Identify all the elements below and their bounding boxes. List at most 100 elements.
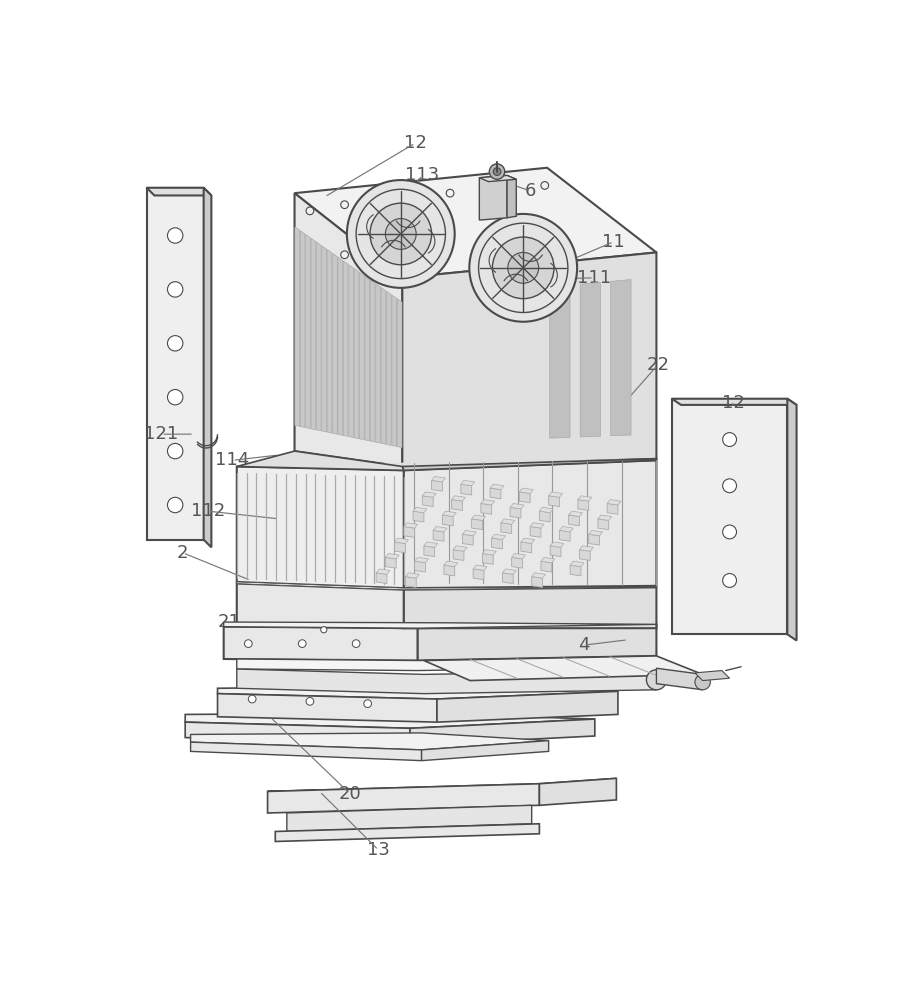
Polygon shape	[519, 492, 530, 503]
Polygon shape	[530, 523, 544, 528]
Polygon shape	[519, 488, 533, 493]
Polygon shape	[479, 175, 507, 220]
Polygon shape	[237, 466, 404, 588]
Polygon shape	[550, 546, 561, 557]
Polygon shape	[607, 500, 621, 505]
Polygon shape	[579, 550, 590, 560]
Polygon shape	[607, 503, 618, 514]
Polygon shape	[185, 713, 595, 728]
Polygon shape	[453, 546, 467, 551]
Polygon shape	[501, 519, 515, 524]
Circle shape	[695, 674, 710, 690]
Circle shape	[321, 627, 327, 633]
Polygon shape	[387, 291, 391, 445]
Polygon shape	[295, 193, 402, 466]
Polygon shape	[224, 627, 418, 661]
Polygon shape	[424, 542, 437, 547]
Polygon shape	[451, 500, 462, 510]
Circle shape	[168, 497, 183, 513]
Polygon shape	[462, 534, 473, 545]
Polygon shape	[397, 299, 402, 448]
Polygon shape	[598, 519, 609, 530]
Polygon shape	[460, 480, 474, 486]
Polygon shape	[490, 484, 504, 490]
Polygon shape	[404, 527, 414, 537]
Circle shape	[352, 640, 360, 647]
Polygon shape	[510, 503, 524, 509]
Text: 12: 12	[721, 394, 744, 412]
Polygon shape	[414, 511, 424, 522]
Text: 112: 112	[191, 502, 226, 520]
Text: 6: 6	[524, 182, 536, 200]
Polygon shape	[410, 719, 595, 745]
Polygon shape	[549, 492, 563, 497]
Polygon shape	[568, 515, 579, 526]
Polygon shape	[541, 561, 552, 572]
Text: 4: 4	[578, 636, 589, 654]
Polygon shape	[568, 511, 582, 517]
Polygon shape	[521, 542, 531, 553]
Polygon shape	[531, 573, 545, 578]
Polygon shape	[540, 507, 554, 513]
Text: 22: 22	[647, 356, 670, 374]
Polygon shape	[224, 622, 657, 628]
Text: 11: 11	[602, 233, 625, 251]
Polygon shape	[295, 227, 299, 426]
Polygon shape	[359, 272, 365, 440]
Polygon shape	[424, 546, 435, 557]
Circle shape	[168, 389, 183, 405]
Circle shape	[341, 251, 348, 259]
Polygon shape	[510, 507, 521, 518]
Polygon shape	[540, 778, 616, 805]
Polygon shape	[306, 234, 310, 429]
Polygon shape	[237, 451, 657, 466]
Polygon shape	[381, 287, 386, 444]
Circle shape	[723, 433, 737, 446]
Polygon shape	[479, 175, 517, 182]
Circle shape	[470, 214, 577, 322]
Polygon shape	[490, 488, 501, 499]
Polygon shape	[432, 477, 446, 482]
Polygon shape	[501, 523, 512, 533]
Circle shape	[493, 237, 554, 299]
Text: 12: 12	[403, 134, 426, 152]
Polygon shape	[402, 459, 657, 470]
Text: 113: 113	[405, 166, 439, 184]
Polygon shape	[453, 550, 464, 560]
Text: 13: 13	[367, 841, 390, 859]
Polygon shape	[295, 168, 657, 278]
Polygon shape	[405, 573, 419, 578]
Circle shape	[298, 640, 306, 647]
Polygon shape	[671, 399, 787, 634]
Polygon shape	[237, 451, 404, 470]
Text: 121: 121	[145, 425, 179, 443]
Polygon shape	[550, 542, 564, 547]
Polygon shape	[531, 577, 542, 587]
Polygon shape	[237, 669, 657, 694]
Circle shape	[306, 207, 314, 215]
Polygon shape	[483, 550, 496, 555]
Polygon shape	[540, 511, 550, 522]
Polygon shape	[365, 276, 369, 441]
Polygon shape	[577, 496, 592, 501]
Polygon shape	[570, 561, 584, 567]
Polygon shape	[550, 285, 570, 438]
Polygon shape	[570, 565, 581, 576]
Polygon shape	[402, 252, 657, 466]
Polygon shape	[530, 527, 541, 537]
Polygon shape	[442, 515, 453, 526]
Polygon shape	[451, 496, 465, 501]
Polygon shape	[492, 538, 503, 549]
Polygon shape	[146, 188, 211, 195]
Polygon shape	[541, 557, 554, 563]
Circle shape	[376, 247, 383, 255]
Text: 2: 2	[177, 544, 189, 562]
Circle shape	[723, 479, 737, 493]
Polygon shape	[332, 253, 337, 434]
Polygon shape	[512, 557, 522, 568]
Circle shape	[723, 525, 737, 539]
Circle shape	[414, 193, 422, 201]
Circle shape	[541, 182, 549, 189]
Polygon shape	[146, 188, 204, 540]
Polygon shape	[300, 231, 305, 427]
